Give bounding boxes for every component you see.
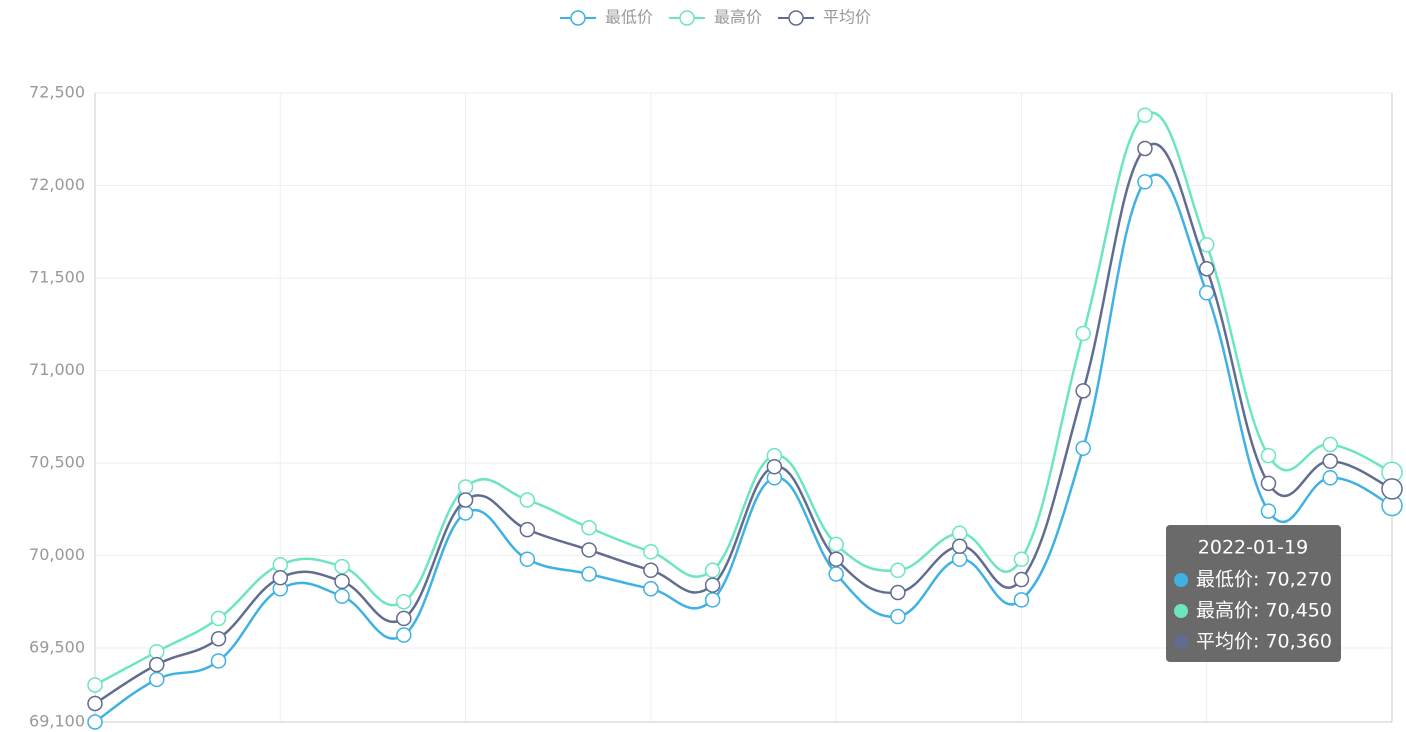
point bbox=[1075, 440, 1091, 456]
point bbox=[210, 610, 227, 627]
point bbox=[1322, 436, 1338, 453]
point bbox=[1198, 261, 1215, 277]
point bbox=[643, 544, 659, 560]
tooltip-box bbox=[1166, 525, 1341, 662]
point bbox=[1381, 478, 1403, 500]
point bbox=[1137, 107, 1153, 123]
point bbox=[1013, 571, 1030, 588]
point bbox=[704, 592, 721, 608]
legend-item: 最低价 bbox=[560, 8, 653, 27]
tooltip-dot bbox=[1174, 635, 1188, 649]
point bbox=[334, 558, 350, 575]
tooltip: 2022-01-19 最低价: 70,270 最高价: 70,450 平均价: 70,… bbox=[1166, 525, 1341, 662]
y-tick-label: 70,000 bbox=[29, 545, 85, 564]
point bbox=[1322, 470, 1338, 486]
point bbox=[766, 458, 783, 475]
point bbox=[272, 557, 289, 573]
point bbox=[951, 538, 968, 554]
tooltip-row: 最低价: 70,270 bbox=[1196, 569, 1332, 591]
point bbox=[87, 714, 103, 730]
tooltip-dot bbox=[1174, 604, 1188, 618]
point bbox=[396, 610, 412, 627]
point bbox=[1198, 236, 1215, 253]
point bbox=[457, 492, 474, 508]
point bbox=[87, 677, 103, 693]
point bbox=[828, 551, 844, 567]
point bbox=[1013, 551, 1030, 567]
tooltip-title: 2022-01-19 bbox=[1198, 537, 1308, 559]
point bbox=[396, 627, 412, 643]
point bbox=[643, 562, 659, 579]
point bbox=[457, 479, 474, 495]
point bbox=[890, 562, 906, 579]
point bbox=[1198, 285, 1215, 301]
point bbox=[951, 551, 968, 567]
legend-marker bbox=[679, 10, 695, 26]
point bbox=[1013, 592, 1030, 608]
legend-label: 平均价 bbox=[823, 8, 871, 27]
point bbox=[890, 584, 906, 601]
legend-label: 最低价 bbox=[605, 8, 653, 27]
point bbox=[581, 566, 597, 582]
point bbox=[828, 536, 844, 553]
legend-marker bbox=[570, 10, 586, 26]
point bbox=[1322, 453, 1338, 469]
point bbox=[334, 573, 350, 590]
legend-item: 平均价 bbox=[778, 8, 871, 27]
y-tick-label: 72,500 bbox=[29, 83, 85, 102]
point bbox=[1075, 383, 1091, 399]
y-tick-label: 71,000 bbox=[29, 360, 85, 379]
point bbox=[581, 542, 597, 558]
point bbox=[334, 588, 350, 604]
point bbox=[519, 551, 536, 567]
tooltip-row: 最高价: 70,450 bbox=[1196, 600, 1332, 622]
point bbox=[828, 566, 844, 582]
point bbox=[457, 505, 474, 521]
y-tick-label: 72,000 bbox=[29, 175, 85, 194]
point bbox=[890, 608, 906, 625]
point bbox=[1137, 140, 1153, 157]
point bbox=[951, 525, 968, 542]
point bbox=[149, 656, 165, 673]
point bbox=[87, 695, 103, 712]
y-tick-label: 69,100 bbox=[29, 712, 85, 731]
point bbox=[581, 520, 597, 536]
y-tick-label: 71,500 bbox=[29, 268, 85, 287]
point bbox=[1260, 447, 1277, 464]
legend-label: 最高价 bbox=[714, 8, 762, 27]
point bbox=[210, 631, 227, 647]
y-tick-label: 70,500 bbox=[29, 453, 85, 472]
point bbox=[1137, 174, 1153, 190]
point bbox=[519, 521, 536, 538]
tooltip-dot bbox=[1174, 573, 1188, 587]
point bbox=[396, 594, 412, 610]
point bbox=[272, 569, 289, 586]
tooltip-row: 平均价: 70,360 bbox=[1196, 631, 1332, 653]
point bbox=[704, 577, 721, 593]
legend-item: 最高价 bbox=[669, 8, 762, 27]
y-tick-label: 69,500 bbox=[29, 638, 85, 657]
point bbox=[1075, 325, 1091, 342]
point bbox=[704, 562, 721, 579]
point bbox=[1260, 503, 1277, 519]
point bbox=[149, 671, 165, 688]
point bbox=[1260, 475, 1277, 492]
point bbox=[519, 492, 536, 508]
point bbox=[149, 643, 165, 660]
point bbox=[210, 653, 227, 669]
legend-marker bbox=[788, 10, 804, 26]
point bbox=[643, 581, 659, 597]
